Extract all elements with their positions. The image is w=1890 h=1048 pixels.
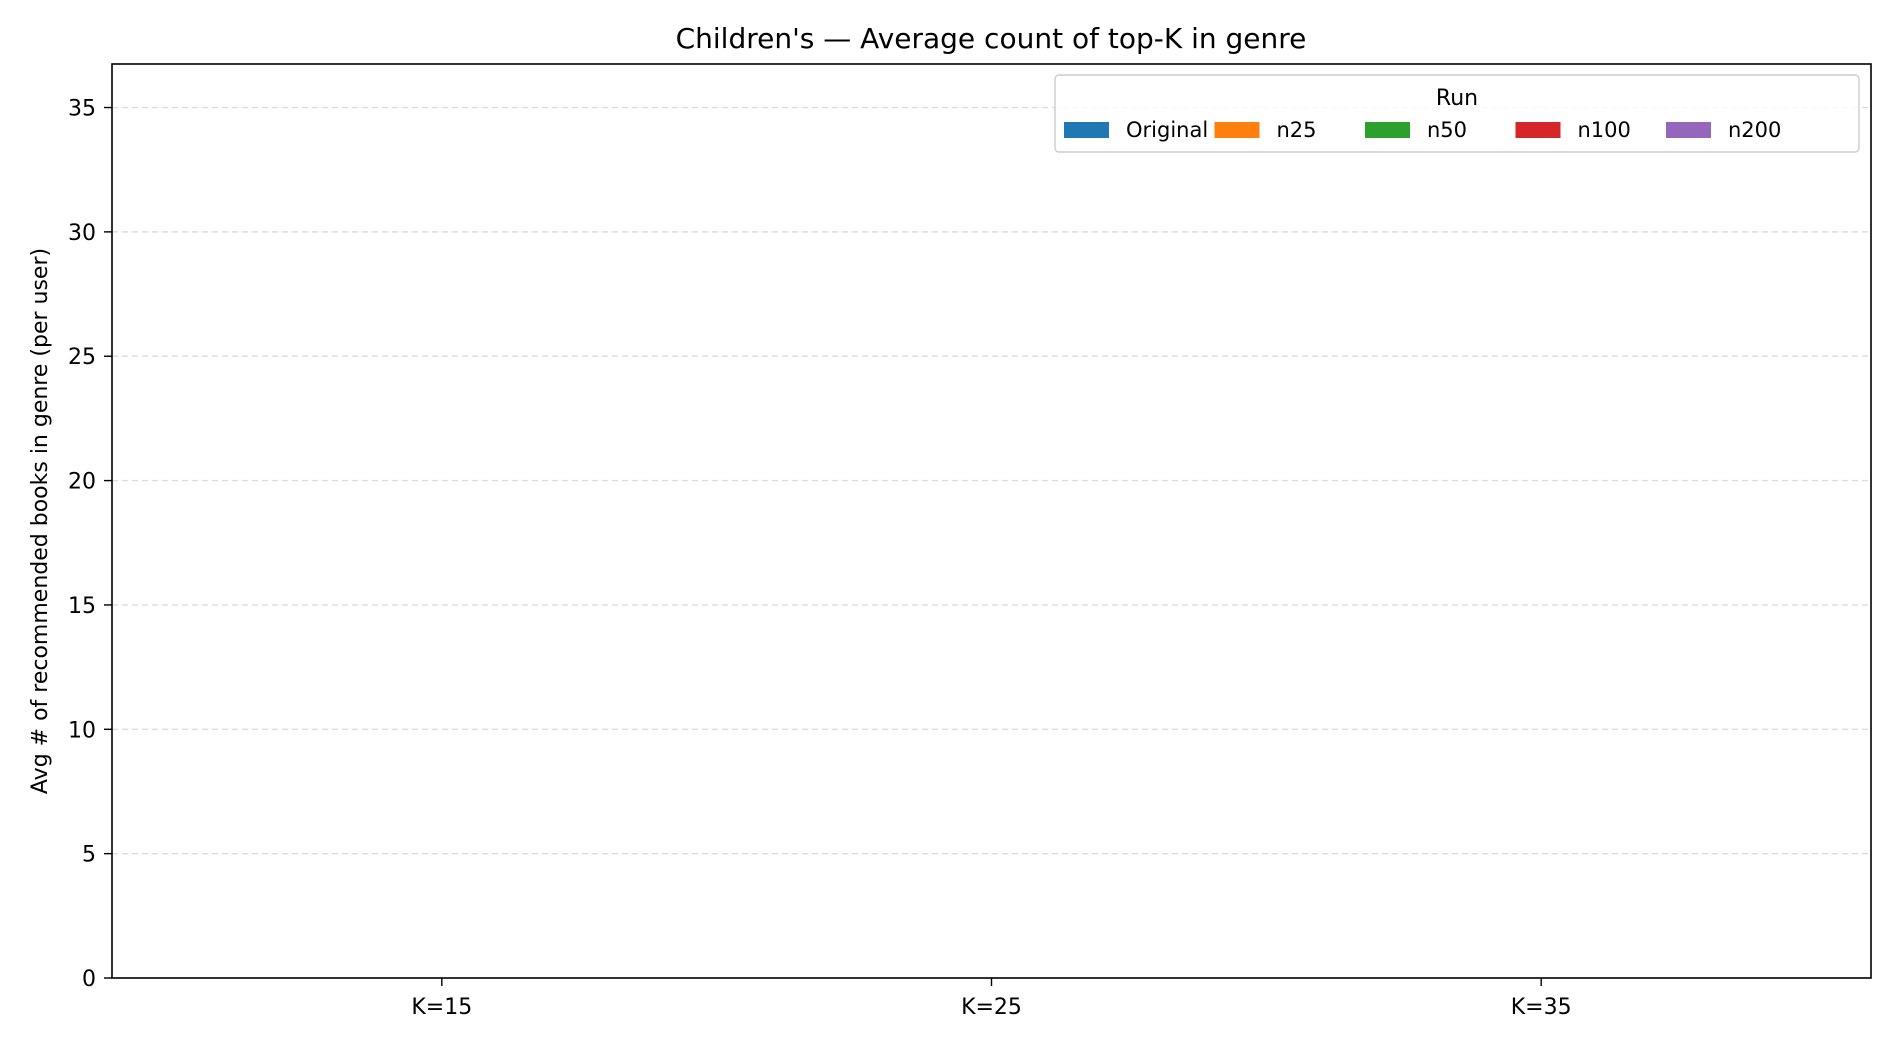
- legend: Run Original n25 n50 n100 n200: [1054, 74, 1860, 153]
- x-tick-label: K=25: [961, 995, 1022, 1020]
- y-tick-label: 30: [68, 221, 96, 246]
- y-tick-label: 5: [82, 843, 96, 868]
- x-tick-label: K=35: [1511, 995, 1572, 1020]
- legend-entry-label: Original: [1126, 118, 1208, 142]
- plot-area-frame: [111, 63, 1872, 979]
- y-tick-label: 0: [82, 967, 96, 992]
- x-tick-label: K=15: [411, 995, 472, 1020]
- legend-swatch: [1365, 122, 1410, 138]
- legend-entry-label: n50: [1427, 118, 1467, 142]
- chart-title: Children's — Average count of top-K in g…: [676, 22, 1307, 55]
- y-tick-label: 25: [68, 345, 96, 370]
- y-tick-label: 10: [68, 718, 96, 743]
- legend-entry-label: n200: [1728, 118, 1781, 142]
- y-tick-label: 20: [68, 470, 96, 495]
- legend-entry-label: n25: [1277, 118, 1317, 142]
- x-axis: K=15 K=25 K=35: [411, 978, 1572, 1020]
- y-tick-label: 15: [68, 594, 96, 619]
- y-tick-label: 35: [68, 97, 96, 122]
- y-axis: 0 5 10 15 20 25 30 35: [68, 97, 112, 992]
- y-axis-label: Avg # of recommended books in genre (per…: [28, 248, 53, 794]
- legend-swatch: [1666, 122, 1711, 138]
- legend-entry-label: n100: [1578, 118, 1631, 142]
- legend-title: Run: [1436, 86, 1478, 111]
- grid-lines: [112, 106, 1871, 855]
- legend-swatch: [1064, 122, 1109, 138]
- legend-swatch: [1214, 122, 1260, 138]
- legend-swatch: [1515, 122, 1561, 138]
